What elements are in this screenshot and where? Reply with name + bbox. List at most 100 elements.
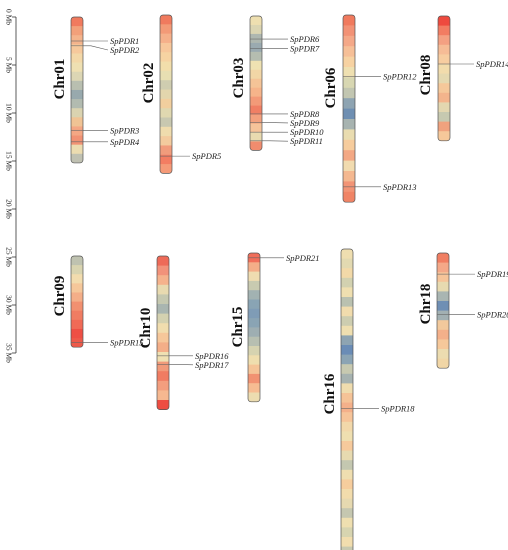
gene-label: SpPDR17 (195, 360, 229, 370)
chromosome-band (341, 460, 353, 471)
chromosome-band (343, 119, 355, 130)
chromosome-band (341, 258, 353, 269)
chromosome-band (438, 131, 450, 141)
chromosome-band (157, 400, 169, 410)
chromosome-band (250, 51, 262, 62)
chromosome-band (250, 24, 262, 35)
chromosome-band (71, 99, 83, 109)
chromosome-band (437, 272, 449, 283)
chromosome-band (71, 26, 83, 36)
chromosome-band (157, 265, 169, 276)
chromosome-bands (248, 253, 260, 402)
chromosome-bands (71, 17, 83, 163)
chromosome-band (157, 332, 169, 343)
chromosome-band (250, 69, 262, 80)
chromosome-outline (437, 15, 451, 142)
chromosome-label: Chr08 (418, 55, 434, 96)
chromosome-band (341, 479, 353, 490)
chromosome-band (71, 265, 83, 275)
chromosome-label: Chr09 (52, 276, 68, 317)
chromosome-band (248, 336, 260, 347)
chromosome-band (250, 87, 262, 98)
ruler-tick-label: 10 Mb (4, 103, 13, 123)
chromosome-band (341, 450, 353, 461)
chromosome-band (341, 287, 353, 298)
chromosome-band (250, 60, 262, 71)
gene-label: SpPDR14 (476, 59, 508, 69)
gene-leader-line (83, 45, 109, 51)
chromosome-band (160, 164, 172, 174)
gene-label: SpPDR13 (383, 182, 417, 192)
chromosome-band (71, 274, 83, 284)
chromosome-band (250, 105, 262, 116)
gene-label: SpPDR19 (477, 269, 508, 279)
chromosome-band (71, 144, 83, 155)
chromosome-band (71, 17, 83, 27)
chromosome-band (71, 53, 83, 64)
chromosome-band (343, 108, 355, 120)
chromosome-band (160, 80, 172, 91)
gene-label: SpPDR1 (110, 36, 139, 46)
chromosome-band (160, 89, 172, 100)
chromosome-band (157, 323, 169, 334)
gene-label: SpPDR16 (195, 351, 229, 361)
chromosome-band (248, 290, 260, 300)
chromosome-band (341, 517, 353, 528)
chromosome-band (250, 78, 262, 89)
scale-ruler: 0 Mb 5 Mb 10 Mb 15 Mb 20 Mb 25 Mb 30 Mb 35 Mb (4, 9, 17, 363)
chromosome-band (157, 342, 169, 353)
gene-label: SpPDR2 (110, 45, 140, 55)
chromosome-band (341, 249, 353, 260)
gene-label: SpPDR21 (286, 253, 320, 263)
chromosome-band (438, 83, 450, 94)
chromosome-band (157, 275, 169, 286)
chromosome-label: Chr10 (138, 308, 154, 349)
chromosome-band (250, 33, 262, 44)
chromosome-band (248, 308, 260, 319)
chromosome-bands (157, 256, 169, 410)
chromosome-band (248, 280, 260, 291)
chromosome-band (71, 89, 83, 100)
chromosome-outline (247, 252, 261, 403)
chromosome-bands (341, 249, 353, 550)
chromosome-band (71, 35, 83, 45)
chromosome-bands (343, 15, 355, 203)
chromosome-band (71, 310, 83, 321)
ruler-tick-label: 20 Mb (4, 199, 13, 219)
chromosome-chr15: Chr15 SpPDR21 (230, 252, 320, 403)
chromosome-band (157, 313, 169, 324)
chromosome-band (157, 371, 169, 382)
chromosome-band (343, 150, 355, 162)
chromosome-band (160, 108, 172, 118)
chromosome-band (157, 390, 169, 401)
chromosome-outline (70, 16, 84, 164)
chromosome-band (157, 361, 169, 372)
chromosome-band (248, 271, 260, 282)
chromosome-band (438, 16, 450, 27)
chromosome-band (341, 335, 353, 346)
chromosome-band (438, 54, 450, 65)
chromosome-band (248, 262, 260, 273)
chromosome-band (437, 253, 449, 264)
chromosome-band (71, 256, 83, 266)
chromosome-band (438, 64, 450, 75)
chromosome-band (160, 61, 172, 72)
chromosome-band (343, 25, 355, 37)
chromosome-band (160, 126, 172, 137)
chromosome-band (248, 364, 260, 375)
chromosome-band (71, 71, 83, 82)
chromosome-band (71, 44, 83, 54)
chromosome-chr06: Chr06 SpPDR12 SpPDR13 (323, 14, 417, 203)
chromosome-band (437, 329, 449, 340)
chromosome-band (437, 339, 449, 350)
chromosome-band (71, 301, 83, 312)
gene-label: SpPDR15 (110, 337, 144, 347)
chromosome-band (343, 77, 355, 89)
chromosome-chr16: Chr16 SpPDR18 (322, 248, 415, 550)
chromosome-band (250, 96, 262, 107)
chromosome-chr02: Chr02 SpPDR5 (141, 14, 221, 174)
chromosome-band (437, 358, 449, 369)
